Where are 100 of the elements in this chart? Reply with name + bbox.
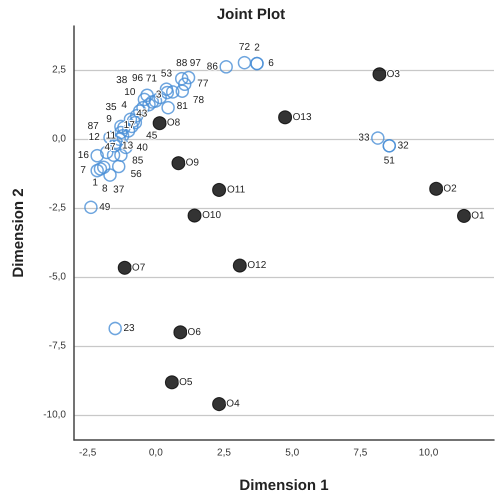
x-tick-label: 0,0 <box>148 448 164 458</box>
annotation: O12 <box>247 260 267 272</box>
point <box>103 168 117 182</box>
annotation: O7 <box>132 262 146 274</box>
point <box>142 98 156 112</box>
annotation: 78 <box>192 95 204 106</box>
y-tick-label: -10,0 <box>43 410 66 421</box>
annotation: 4 <box>121 100 128 111</box>
annotation: 1 <box>92 178 98 189</box>
annotation: 40 <box>136 142 148 154</box>
annotation: O3 <box>386 68 400 80</box>
point <box>152 116 167 130</box>
annotation: 88 <box>176 58 188 69</box>
point <box>457 208 471 223</box>
point <box>84 200 98 214</box>
annotation: O10 <box>202 210 222 222</box>
annotation: 49 <box>99 202 111 213</box>
x-tick-label: 5,0 <box>285 448 300 458</box>
point <box>212 182 226 197</box>
annotation: 45 <box>146 130 158 142</box>
annotation: 23 <box>123 322 136 334</box>
point <box>166 85 180 99</box>
annotation: 81 <box>176 100 188 112</box>
x-tick-label: 10,0 <box>418 448 439 458</box>
annotation: 12 <box>88 132 100 144</box>
annotation: 10 <box>124 86 136 98</box>
annotation: 53 <box>160 68 172 80</box>
point <box>188 208 202 223</box>
annotation: 85 <box>132 155 144 166</box>
point <box>371 131 385 145</box>
annotation: 8 <box>102 184 108 195</box>
point <box>232 258 247 273</box>
point <box>138 92 152 106</box>
x-tick-label: 2,5 <box>217 448 232 458</box>
annotation: 2 <box>254 42 260 54</box>
point <box>161 100 175 114</box>
annotation: O9 <box>186 158 200 169</box>
point <box>140 88 154 102</box>
annotation: O11 <box>227 184 246 196</box>
point <box>238 56 252 70</box>
x-axis-title: Dimension 1 <box>239 477 329 494</box>
point <box>112 160 126 174</box>
point <box>90 164 104 178</box>
annotation: 72 <box>238 42 250 53</box>
point <box>108 322 122 336</box>
point <box>160 82 174 96</box>
annotation: O1 <box>471 210 485 222</box>
point <box>90 148 104 162</box>
x-tick-label: 7,5 <box>353 448 368 458</box>
point <box>94 162 108 176</box>
point <box>106 148 120 162</box>
point <box>429 182 444 196</box>
annotation: 35 <box>105 102 117 114</box>
annotation: 77 <box>197 78 209 90</box>
y-tick-label: 0,0 <box>52 134 66 145</box>
annotation: 6 <box>268 58 274 70</box>
annotation: O6 <box>188 326 202 338</box>
chart-title: Joint Plot <box>216 6 286 23</box>
annotation: 51 <box>384 156 396 167</box>
annotation: 71 <box>146 74 158 85</box>
point <box>182 70 196 84</box>
annotation: O4 <box>226 398 240 410</box>
point <box>173 325 188 340</box>
point <box>160 86 174 100</box>
point <box>178 77 192 91</box>
y-axis-title: Dimension 2 <box>10 188 27 278</box>
annotation: 56 <box>130 168 142 180</box>
annotation: 38 <box>116 74 128 86</box>
point <box>96 160 110 174</box>
annotation: 9 <box>106 114 112 125</box>
annotation: O8 <box>166 118 181 129</box>
annotation: 87 <box>88 120 100 132</box>
annotation: 3 <box>156 89 162 100</box>
annotation: 96 <box>132 72 144 84</box>
point <box>164 375 179 390</box>
annotation: 32 <box>398 140 410 152</box>
point <box>278 110 292 124</box>
annotation: O2 <box>443 183 458 194</box>
x-tick-label: -2,5 <box>79 448 97 458</box>
y-tick-label: -2,5 <box>48 202 66 214</box>
point <box>171 156 186 170</box>
point <box>176 84 190 98</box>
annotation: O5 <box>179 376 193 388</box>
point <box>118 260 132 275</box>
annotation: 97 <box>190 58 202 69</box>
point <box>174 72 188 86</box>
point <box>212 397 226 412</box>
point <box>114 148 128 162</box>
annotation: O13 <box>292 112 312 123</box>
annotation: 86 <box>206 61 218 72</box>
annotation: 37 <box>113 184 125 196</box>
annotation: 16 <box>78 150 90 162</box>
annotation: 7 <box>80 165 86 176</box>
y-tick-label: 2,5 <box>52 64 66 76</box>
y-tick-label: -7,5 <box>48 340 66 352</box>
annotation: 43 <box>136 108 148 120</box>
point <box>116 129 130 143</box>
annotation: 33 <box>358 132 370 144</box>
point <box>219 60 233 74</box>
y-tick-label: -5,0 <box>48 272 66 283</box>
